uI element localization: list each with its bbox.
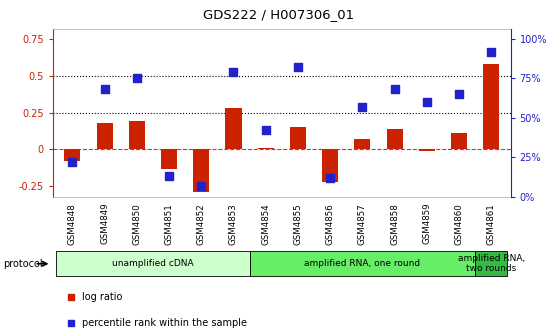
Text: GDS222 / H007306_01: GDS222 / H007306_01 bbox=[204, 8, 354, 22]
Point bbox=[197, 183, 206, 188]
Point bbox=[165, 173, 174, 179]
Bar bbox=[418, 150, 435, 151]
Text: amplified RNA, one round: amplified RNA, one round bbox=[304, 259, 420, 268]
Point bbox=[229, 69, 238, 75]
Point bbox=[326, 175, 335, 180]
Text: unamplified cDNA: unamplified cDNA bbox=[112, 259, 194, 268]
Point bbox=[390, 87, 399, 92]
Text: amplified RNA,
two rounds: amplified RNA, two rounds bbox=[458, 254, 525, 274]
Bar bbox=[193, 150, 209, 192]
Bar bbox=[483, 64, 499, 150]
Point bbox=[358, 104, 367, 110]
Bar bbox=[387, 129, 403, 150]
Bar bbox=[249, 251, 475, 276]
Point bbox=[455, 91, 464, 97]
Bar bbox=[161, 150, 177, 169]
Text: log ratio: log ratio bbox=[83, 292, 123, 302]
Bar bbox=[129, 121, 145, 150]
Bar bbox=[451, 133, 467, 150]
Point bbox=[100, 87, 109, 92]
Bar bbox=[475, 251, 507, 276]
Point bbox=[68, 159, 77, 165]
Bar bbox=[56, 251, 249, 276]
Point bbox=[294, 65, 302, 70]
Text: percentile rank within the sample: percentile rank within the sample bbox=[83, 318, 247, 328]
Text: protocol: protocol bbox=[3, 259, 42, 269]
Point bbox=[487, 49, 496, 54]
Bar bbox=[322, 150, 338, 182]
Bar bbox=[64, 150, 80, 161]
Point bbox=[132, 76, 141, 81]
Bar bbox=[258, 148, 274, 150]
Point bbox=[422, 99, 431, 105]
Bar bbox=[225, 108, 242, 150]
Point bbox=[261, 128, 270, 133]
Bar bbox=[354, 139, 371, 150]
Bar bbox=[290, 127, 306, 150]
Bar bbox=[97, 123, 113, 150]
